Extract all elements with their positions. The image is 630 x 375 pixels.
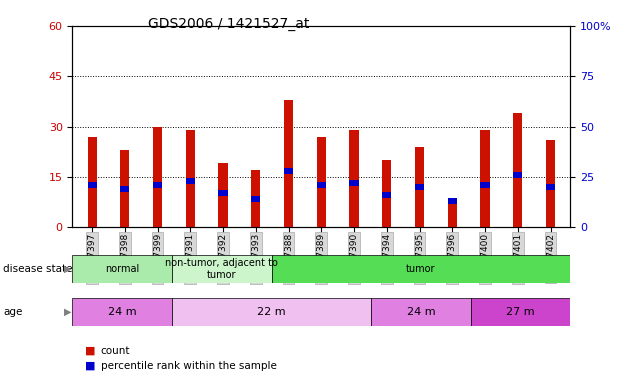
- Bar: [481, 182, 490, 188]
- Bar: [120, 186, 129, 192]
- Text: 24 m: 24 m: [108, 307, 137, 317]
- Text: ■: ■: [85, 361, 96, 370]
- Bar: [448, 198, 457, 204]
- Bar: [153, 182, 162, 188]
- Bar: [415, 184, 424, 190]
- Bar: [448, 200, 457, 227]
- Text: percentile rank within the sample: percentile rank within the sample: [101, 361, 277, 370]
- Bar: [481, 130, 490, 227]
- Bar: [120, 150, 129, 227]
- Bar: [371, 298, 471, 326]
- Bar: [272, 255, 570, 283]
- Text: tumor: tumor: [406, 264, 435, 274]
- Bar: [172, 255, 272, 283]
- Bar: [350, 130, 358, 227]
- Text: 27 m: 27 m: [506, 307, 535, 317]
- Bar: [72, 255, 172, 283]
- Text: normal: normal: [105, 264, 139, 274]
- Text: ▶: ▶: [64, 264, 72, 274]
- Bar: [219, 164, 227, 227]
- Text: ■: ■: [85, 346, 96, 355]
- Bar: [88, 136, 96, 227]
- Bar: [317, 182, 326, 188]
- Bar: [317, 136, 326, 227]
- Bar: [415, 147, 424, 227]
- Text: disease state: disease state: [3, 264, 72, 274]
- Bar: [471, 298, 570, 326]
- Bar: [284, 168, 293, 174]
- Text: age: age: [3, 307, 23, 317]
- Text: count: count: [101, 346, 130, 355]
- Text: non-tumor, adjacent to
tumor: non-tumor, adjacent to tumor: [165, 258, 278, 280]
- Bar: [350, 180, 358, 186]
- Bar: [172, 298, 371, 326]
- Bar: [284, 100, 293, 227]
- Bar: [382, 192, 391, 198]
- Bar: [382, 160, 391, 227]
- Bar: [546, 140, 555, 227]
- Bar: [546, 184, 555, 190]
- Bar: [251, 170, 260, 227]
- Text: GDS2006 / 1421527_at: GDS2006 / 1421527_at: [148, 17, 309, 31]
- Bar: [72, 298, 172, 326]
- Bar: [219, 190, 227, 196]
- Bar: [513, 113, 522, 227]
- Bar: [186, 178, 195, 184]
- Bar: [513, 172, 522, 178]
- Bar: [251, 196, 260, 202]
- Text: 22 m: 22 m: [257, 307, 286, 317]
- Bar: [186, 130, 195, 227]
- Bar: [153, 127, 162, 227]
- Text: ▶: ▶: [64, 307, 72, 317]
- Bar: [88, 182, 96, 188]
- Text: 24 m: 24 m: [406, 307, 435, 317]
